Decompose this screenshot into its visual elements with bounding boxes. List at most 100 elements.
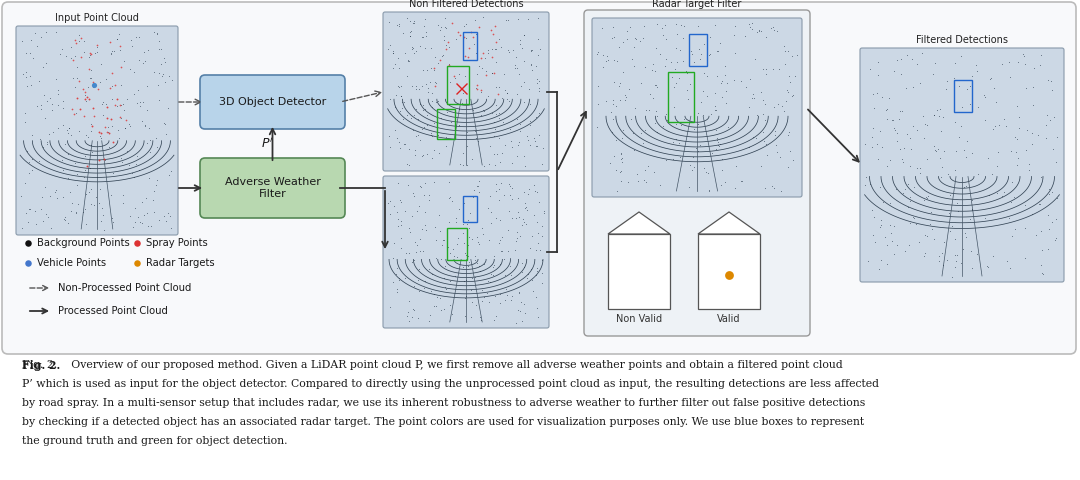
- Point: [1018, 126, 1036, 134]
- Point: [490, 114, 508, 121]
- Point: [975, 92, 993, 99]
- Point: [510, 141, 527, 149]
- Point: [780, 128, 797, 136]
- Point: [523, 60, 540, 67]
- Point: [121, 212, 138, 220]
- Point: [612, 156, 630, 163]
- Point: [52, 50, 69, 58]
- Point: [77, 191, 94, 198]
- Point: [477, 71, 495, 78]
- Point: [765, 26, 782, 34]
- Point: [509, 208, 526, 216]
- Point: [135, 48, 152, 56]
- Point: [410, 85, 428, 93]
- Point: [910, 239, 928, 246]
- Point: [408, 248, 426, 256]
- Point: [408, 47, 426, 55]
- Point: [1008, 148, 1025, 156]
- Point: [443, 118, 460, 125]
- Point: [968, 61, 985, 69]
- Point: [929, 106, 946, 113]
- Point: [107, 101, 124, 109]
- Point: [511, 36, 528, 44]
- Point: [148, 143, 165, 151]
- Point: [503, 143, 521, 151]
- Point: [1027, 231, 1044, 239]
- Point: [525, 180, 542, 188]
- Point: [710, 138, 727, 146]
- Point: [748, 111, 766, 119]
- Point: [148, 176, 165, 184]
- Text: Input Point Cloud: Input Point Cloud: [55, 13, 139, 23]
- Point: [98, 100, 116, 108]
- Point: [134, 98, 151, 106]
- Point: [419, 121, 436, 129]
- Point: [98, 103, 116, 111]
- Point: [508, 53, 525, 60]
- Point: [779, 86, 796, 94]
- Point: [401, 161, 418, 169]
- Point: [658, 35, 675, 43]
- Point: [531, 246, 549, 254]
- Point: [85, 112, 103, 120]
- Point: [502, 191, 519, 199]
- Point: [1017, 84, 1035, 92]
- Point: [401, 317, 418, 325]
- Point: [96, 226, 113, 234]
- Point: [743, 94, 760, 101]
- Point: [516, 31, 534, 38]
- Point: [40, 213, 57, 221]
- Point: [727, 162, 744, 169]
- Point: [430, 211, 447, 219]
- Point: [500, 47, 517, 54]
- Point: [912, 169, 929, 177]
- Point: [467, 301, 484, 309]
- Point: [17, 209, 35, 217]
- Point: [627, 36, 645, 43]
- Point: [1039, 76, 1056, 84]
- Point: [503, 214, 521, 222]
- Point: [127, 160, 145, 168]
- Point: [435, 305, 453, 312]
- Point: [391, 65, 408, 72]
- Point: [103, 191, 120, 199]
- Point: [696, 70, 713, 77]
- Point: [683, 48, 700, 55]
- Point: [149, 81, 166, 89]
- Point: [636, 167, 653, 174]
- Point: [475, 162, 492, 170]
- Point: [1008, 102, 1025, 110]
- Point: [461, 209, 478, 216]
- Point: [714, 166, 731, 174]
- Point: [1007, 225, 1024, 233]
- Point: [85, 201, 103, 208]
- Point: [678, 86, 696, 94]
- Point: [487, 46, 504, 53]
- Point: [81, 188, 98, 196]
- Point: [754, 110, 771, 118]
- Point: [54, 166, 71, 174]
- Point: [892, 107, 909, 115]
- Point: [457, 52, 474, 60]
- Point: [515, 98, 532, 106]
- Point: [906, 214, 923, 221]
- Point: [93, 204, 110, 212]
- Point: [18, 82, 36, 89]
- Point: [54, 104, 71, 112]
- Point: [427, 98, 444, 106]
- Point: [461, 233, 478, 241]
- Point: [494, 248, 511, 255]
- Point: [644, 66, 661, 74]
- Point: [470, 240, 487, 248]
- Point: [639, 162, 657, 169]
- Point: [751, 26, 768, 34]
- Point: [82, 50, 99, 58]
- Point: [745, 95, 762, 102]
- Point: [744, 90, 761, 98]
- Point: [380, 200, 397, 207]
- Point: [82, 74, 99, 82]
- Point: [441, 277, 458, 285]
- Point: [104, 214, 121, 222]
- Point: [415, 151, 432, 158]
- Point: [528, 142, 545, 149]
